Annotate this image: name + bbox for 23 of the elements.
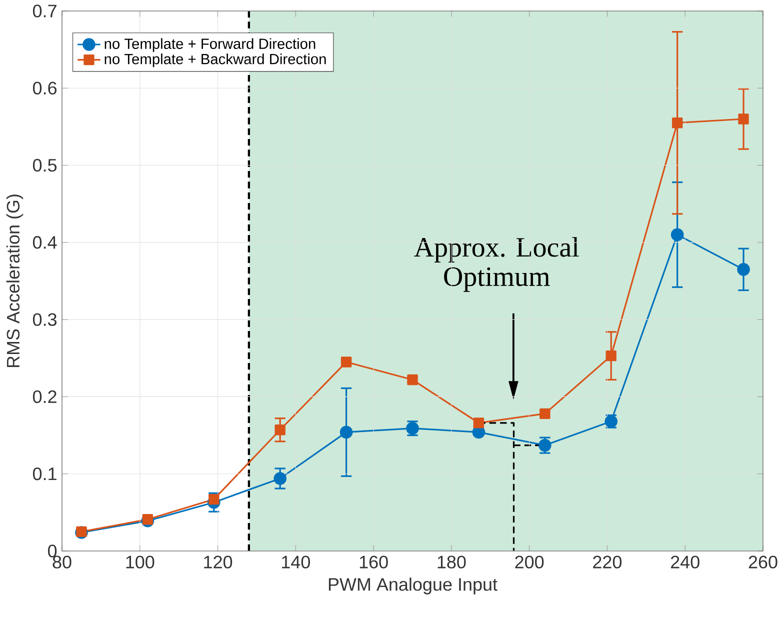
x-axis-title: PWM Analogue Input	[328, 578, 498, 594]
y-tick-label: 0.1	[32, 467, 56, 480]
x-tick-label: 140	[282, 556, 310, 568]
x-tick-label: 100	[126, 556, 154, 568]
y-tick-label: 0	[48, 544, 57, 558]
x-tick-label: 240	[670, 556, 700, 568]
y-tick-label: 0.7	[32, 4, 56, 18]
y-tick-label: 0.6	[32, 82, 57, 95]
x-tick-label: 260	[748, 556, 778, 568]
y-tick-label: 0.2	[32, 390, 56, 404]
legend-label: no Template + Backward Direction	[104, 53, 326, 68]
x-tick-label: 120	[204, 556, 232, 568]
x-tick-label: 180	[438, 556, 466, 568]
x-tick-label: 160	[360, 556, 388, 568]
y-tick-label: 0.5	[32, 158, 57, 172]
annotation: Approx. Local Optimum	[414, 237, 579, 292]
y-tick-label: 0.3	[32, 313, 57, 326]
y-axis-title: RMS Acceleration (G)	[6, 194, 24, 368]
y-tick-label: 0.4	[32, 236, 57, 249]
x-tick-label: 80	[52, 556, 72, 568]
x-tick-label: 220	[593, 556, 622, 568]
x-tick-label: 200	[515, 556, 544, 568]
legend-label: no Template + Forward Direction	[104, 38, 316, 52]
